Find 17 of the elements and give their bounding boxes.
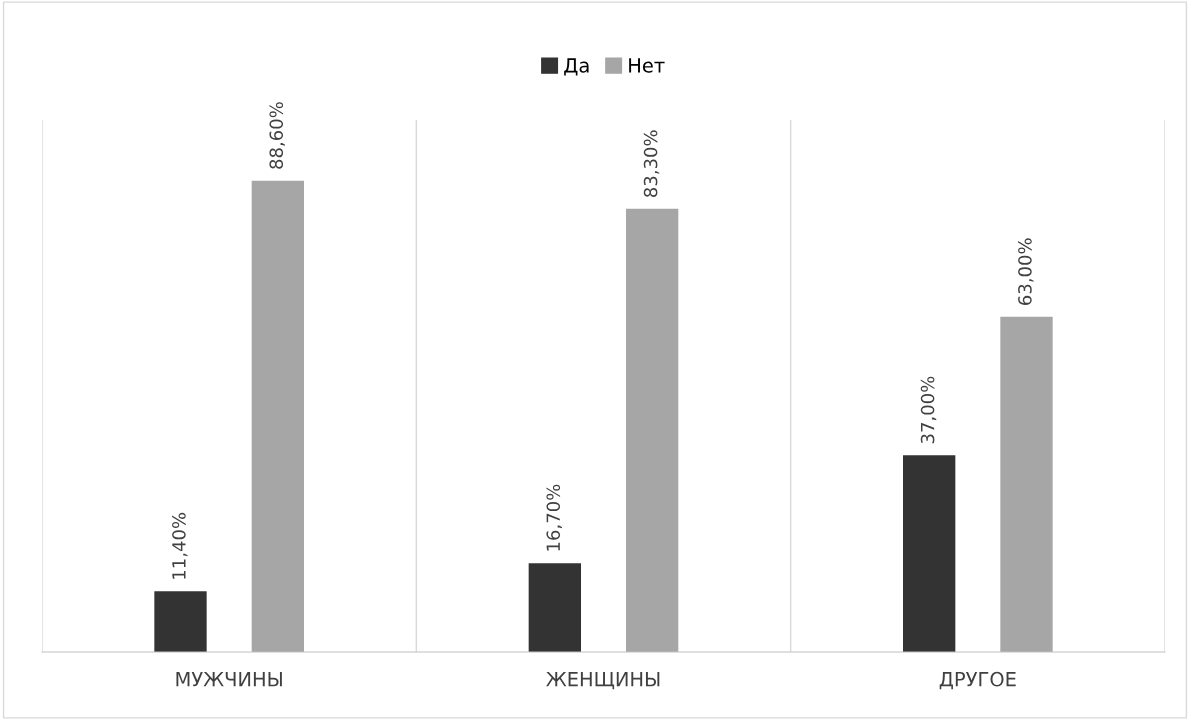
x-tick-label: ДРУГОЕ [939, 671, 1016, 690]
bar [251, 180, 304, 652]
legend-label: Да [564, 58, 589, 76]
data-label: 11,40% [172, 512, 188, 579]
data-label: 63,00% [1018, 238, 1034, 305]
data-label: 83,30% [643, 130, 660, 197]
data-label: 16,70% [546, 484, 562, 551]
bar [903, 455, 956, 652]
x-tick-label: ЖЕНЩИНЫ [546, 672, 660, 690]
legend-label: Нет [629, 58, 665, 73]
bar [154, 591, 207, 652]
bar [626, 208, 679, 652]
x-tick-label: МУЖЧИНЫ [176, 672, 282, 687]
data-label: 37,00% [920, 376, 937, 444]
bar [528, 563, 581, 652]
data-label: 88,60% [269, 102, 285, 169]
bar [1000, 316, 1053, 652]
